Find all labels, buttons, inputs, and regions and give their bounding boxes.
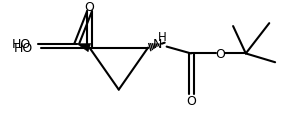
Text: HO: HO [14, 42, 33, 55]
Polygon shape [77, 44, 91, 52]
Text: O: O [85, 1, 95, 14]
Text: O: O [186, 94, 196, 107]
Text: H: H [158, 31, 167, 44]
Text: HO: HO [12, 38, 31, 51]
Text: N: N [153, 38, 162, 51]
Text: O: O [215, 47, 225, 60]
